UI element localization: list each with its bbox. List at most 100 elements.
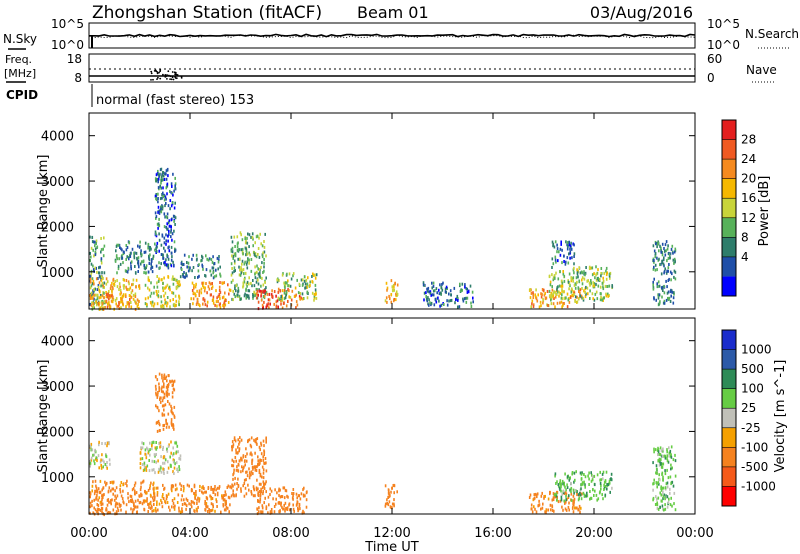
power-cell: [429, 290, 432, 294]
power-cell: [200, 287, 203, 291]
power-cell: [127, 266, 130, 270]
velocity-cell: [179, 457, 182, 461]
power-cell: [116, 271, 118, 275]
power-cell: [187, 269, 190, 273]
velocity-cell: [259, 474, 262, 478]
power-cell: [113, 282, 116, 286]
power-cell: [176, 278, 178, 282]
power-cell: [171, 232, 174, 236]
velocity-cell: [129, 494, 132, 498]
nave-dip-point: [157, 76, 159, 79]
velocity-cell: [280, 495, 283, 498]
velocity-cell: [565, 494, 567, 498]
power-cell: [166, 184, 169, 188]
power-cell: [191, 289, 194, 292]
power-cell: [224, 291, 226, 295]
power-cell: [529, 288, 531, 291]
power-cell: [277, 296, 280, 300]
beam-label: Beam 01: [357, 3, 429, 22]
velocity-cell: [158, 382, 160, 386]
power-cell: [248, 296, 250, 300]
velocity-cell: [661, 472, 663, 476]
power-cell: [549, 283, 552, 287]
velocity-cell: [604, 493, 607, 497]
velocity-cell: [170, 487, 173, 491]
power-cell: [95, 242, 97, 245]
power-cell: [183, 271, 185, 274]
power-cell: [122, 250, 125, 254]
power-cell: [395, 292, 397, 296]
velocity-cell: [152, 440, 155, 444]
velocity-cell: [580, 477, 583, 481]
velocity-cell: [579, 491, 581, 495]
velocity-cell: [669, 503, 672, 507]
velocity-cell: [281, 505, 283, 509]
power-cell: [150, 259, 153, 263]
power-cell: [130, 267, 132, 271]
velocity-cell: [98, 466, 100, 470]
power-cell: [287, 279, 289, 283]
power-cell: [101, 282, 104, 285]
power-cell: [144, 241, 147, 245]
power-cell: [121, 297, 123, 301]
power-colorbar-swatch: [722, 159, 736, 179]
power-cell: [659, 244, 661, 248]
power-cell: [126, 270, 129, 274]
power-cell: [118, 257, 121, 261]
velocity-cell: [545, 510, 547, 514]
velocity-cell: [177, 450, 179, 454]
power-cell: [155, 232, 157, 236]
power-cell: [154, 177, 157, 181]
power-cell: [532, 296, 535, 299]
power-cell: [577, 275, 579, 279]
power-cell: [280, 297, 282, 300]
velocity-cell: [171, 395, 174, 399]
station-title: Zhongshan Station (fitACF): [92, 3, 322, 23]
velocity-cell: [170, 420, 173, 424]
power-cell: [295, 293, 297, 297]
power-cell: [263, 258, 265, 261]
velocity-cell: [264, 457, 267, 460]
power-cell: [195, 282, 197, 286]
power-cell: [255, 296, 258, 300]
velocity-cell: [561, 479, 564, 483]
nave-dip-point: [166, 74, 168, 76]
velocity-cell: [106, 503, 109, 507]
power-cell: [158, 209, 161, 213]
power-cell: [108, 290, 110, 293]
velocity-cell: [173, 472, 175, 475]
power-cell: [396, 292, 399, 296]
velocity-cell: [239, 436, 241, 440]
power-cell: [155, 179, 158, 183]
noise-left-label: N.Sky: [3, 32, 37, 46]
power-cell: [101, 304, 103, 308]
power-cell: [192, 297, 195, 301]
power-cell: [572, 294, 574, 298]
power-cell: [532, 293, 534, 297]
power-cell: [219, 302, 221, 306]
velocity-cell: [100, 464, 102, 467]
velocity-cell: [259, 500, 261, 504]
velocity-panel-bg: [89, 318, 695, 514]
power-cell: [238, 257, 241, 261]
velocity-cell: [661, 462, 663, 466]
power-cell: [658, 249, 660, 253]
power-cell: [394, 281, 396, 285]
velocity-cell: [533, 493, 536, 497]
power-cell: [600, 272, 602, 275]
velocity-cell: [162, 396, 165, 400]
velocity-cell: [286, 506, 289, 510]
velocity-cell: [238, 442, 240, 446]
velocity-cell: [568, 501, 570, 505]
power-cell: [605, 273, 608, 277]
velocity-cell: [165, 390, 168, 394]
velocity-cell: [299, 497, 302, 501]
power-cell: [557, 285, 559, 289]
power-cell: [559, 291, 562, 295]
power-cell: [151, 270, 154, 274]
power-cell: [222, 295, 225, 299]
power-cell: [313, 296, 316, 300]
power-cell: [202, 283, 204, 287]
velocity-cell: [568, 478, 571, 482]
power-cell: [434, 297, 437, 301]
